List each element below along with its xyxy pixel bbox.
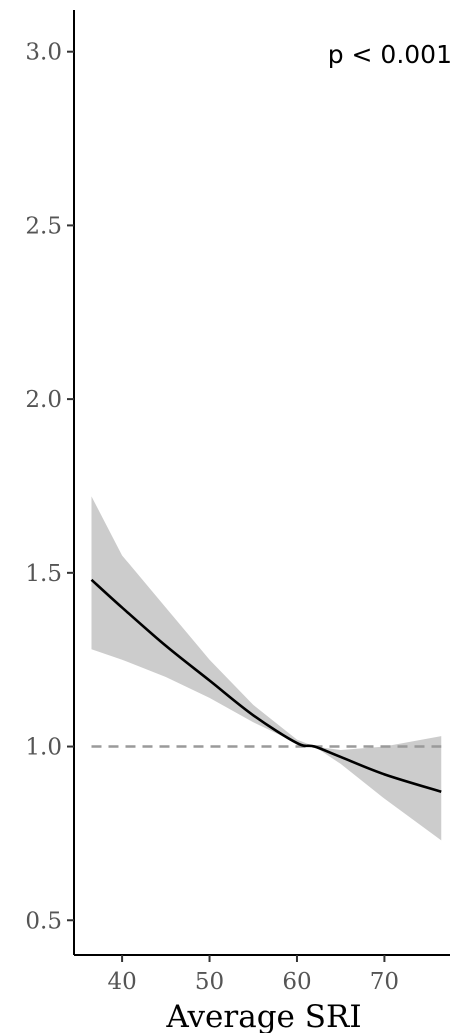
- x-tick-label: 60: [282, 969, 311, 995]
- x-tick-label: 40: [107, 969, 136, 995]
- axes-layer: [73, 10, 450, 956]
- y-tick-label: 2.5: [25, 213, 62, 239]
- p-value-annotation: p < 0.001: [328, 40, 452, 69]
- confidence-band-layer: [91, 496, 442, 841]
- x-axis-title: Average SRI: [165, 999, 361, 1033]
- x-axis-ticks: 40 50 60 70: [107, 955, 399, 995]
- x-tick-label: 70: [370, 969, 399, 995]
- y-tick-label: 2.0: [25, 387, 62, 413]
- y-tick-label: 0.5: [25, 908, 62, 934]
- y-tick-label: 1.5: [25, 561, 62, 587]
- y-axis-ticks: 0.5 1.0 1.5 2.0 2.5 3.0: [25, 40, 74, 934]
- confidence-band: [91, 496, 442, 841]
- y-tick-label: 1.0: [25, 735, 62, 761]
- x-tick-label: 50: [195, 969, 224, 995]
- series-line: [90, 578, 442, 793]
- series-line-layer: [90, 578, 442, 793]
- y-tick-label: 3.0: [25, 40, 62, 66]
